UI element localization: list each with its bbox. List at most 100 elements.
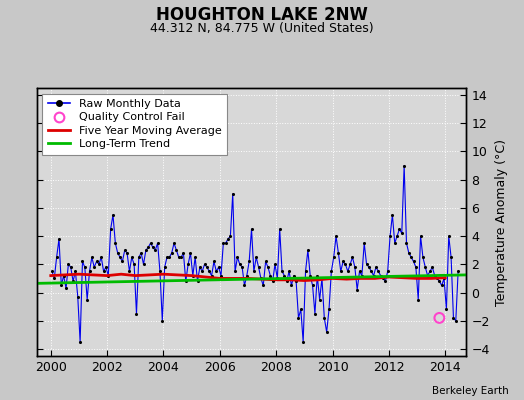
Point <box>325 306 333 313</box>
Point <box>212 268 221 274</box>
Point <box>376 272 385 279</box>
Point <box>123 250 131 256</box>
Point <box>64 261 72 268</box>
Point <box>208 272 216 279</box>
Point <box>224 236 232 242</box>
Point <box>355 268 364 274</box>
Point <box>73 294 82 300</box>
Point <box>62 285 70 292</box>
Point <box>144 244 152 250</box>
Point <box>428 264 436 270</box>
Point <box>195 264 204 270</box>
Point <box>154 240 162 246</box>
Point <box>261 258 270 265</box>
Point <box>170 240 178 246</box>
Point <box>374 268 383 274</box>
Point <box>332 233 340 239</box>
Point <box>452 318 460 324</box>
Point <box>306 272 314 279</box>
Point <box>149 244 157 250</box>
Point <box>189 272 197 279</box>
Point <box>165 254 173 260</box>
Point <box>259 282 267 289</box>
Point <box>360 240 368 246</box>
Point <box>407 254 416 260</box>
Point <box>231 268 239 274</box>
Legend: Raw Monthly Data, Quality Control Fail, Five Year Moving Average, Long-Term Tren: Raw Monthly Data, Quality Control Fail, … <box>42 94 227 155</box>
Point <box>313 272 321 279</box>
Point <box>214 264 223 270</box>
Point <box>449 315 457 321</box>
Point <box>419 254 427 260</box>
Point <box>141 247 150 254</box>
Point <box>330 254 338 260</box>
Point <box>339 258 347 265</box>
Point <box>282 278 291 284</box>
Point <box>160 264 169 270</box>
Text: 44.312 N, 84.775 W (United States): 44.312 N, 84.775 W (United States) <box>150 22 374 35</box>
Point <box>423 272 432 279</box>
Point <box>348 254 357 260</box>
Point <box>158 318 167 324</box>
Point <box>285 268 293 274</box>
Point <box>125 268 134 274</box>
Point <box>97 254 105 260</box>
Point <box>245 258 254 265</box>
Point <box>102 264 110 270</box>
Point <box>358 272 366 279</box>
Point <box>433 275 441 282</box>
Point <box>315 296 324 303</box>
Point <box>372 264 380 270</box>
Point <box>92 258 101 265</box>
Point <box>184 261 192 268</box>
Point <box>186 250 194 256</box>
Point <box>60 272 68 279</box>
Point <box>205 268 213 274</box>
Point <box>405 250 413 256</box>
Point <box>290 272 298 279</box>
Point <box>444 233 453 239</box>
Point <box>233 254 242 260</box>
Point <box>334 250 343 256</box>
Point <box>137 250 145 256</box>
Point <box>55 236 63 242</box>
Point <box>100 268 108 274</box>
Point <box>247 226 256 232</box>
Point <box>435 315 443 321</box>
Point <box>104 272 113 279</box>
Point <box>365 264 373 270</box>
Point <box>174 254 183 260</box>
Point <box>71 268 80 274</box>
Point <box>132 310 140 317</box>
Point <box>78 258 86 265</box>
Text: HOUGHTON LAKE 2NW: HOUGHTON LAKE 2NW <box>156 6 368 24</box>
Text: Berkeley Earth: Berkeley Earth <box>432 386 508 396</box>
Point <box>182 278 190 284</box>
Point <box>341 261 350 268</box>
Point <box>172 247 181 254</box>
Point <box>309 282 317 289</box>
Point <box>127 254 136 260</box>
Point <box>264 264 272 270</box>
Point <box>367 268 376 274</box>
Point <box>412 264 420 270</box>
Point <box>294 315 303 321</box>
Point <box>440 275 448 282</box>
Point <box>121 247 129 254</box>
Point <box>48 268 56 274</box>
Point <box>322 329 331 335</box>
Point <box>421 264 430 270</box>
Point <box>311 310 319 317</box>
Point <box>353 286 362 293</box>
Point <box>249 268 258 274</box>
Point <box>454 268 462 274</box>
Point <box>203 264 211 270</box>
Point <box>442 306 451 313</box>
Point <box>135 254 143 260</box>
Point <box>198 268 206 274</box>
Point <box>320 315 329 321</box>
Point <box>50 275 59 282</box>
Y-axis label: Temperature Anomaly (°C): Temperature Anomaly (°C) <box>495 138 508 306</box>
Point <box>52 254 61 260</box>
Point <box>346 261 354 268</box>
